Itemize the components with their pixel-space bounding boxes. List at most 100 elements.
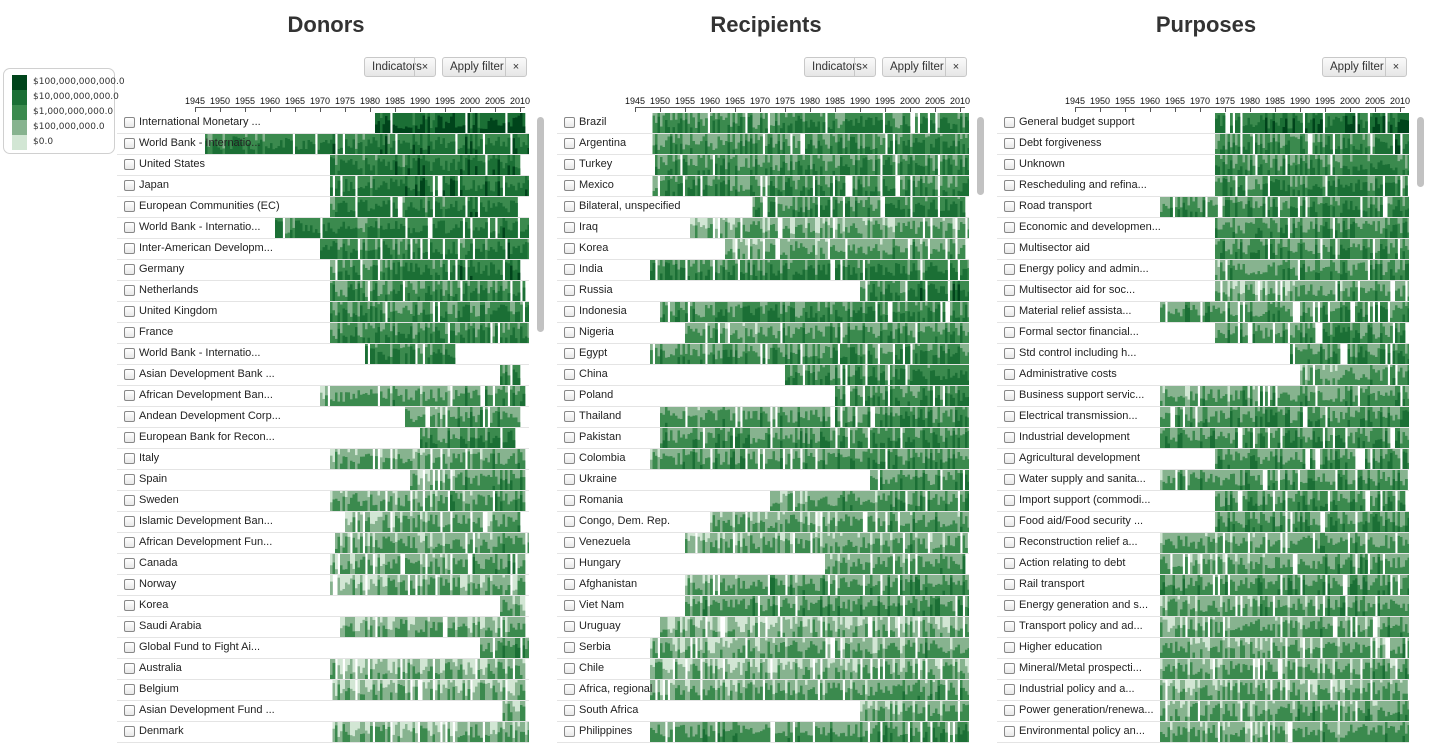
cell-bar: [920, 165, 923, 175]
row-checkbox[interactable]: [124, 201, 135, 212]
list-item[interactable]: World Bank - Internatio...: [117, 134, 529, 155]
indicators-button[interactable]: Indicators ×: [804, 57, 876, 77]
list-item[interactable]: International Monetary ...: [117, 113, 529, 134]
row-checkbox[interactable]: [124, 264, 135, 275]
cell-bar: [352, 494, 356, 511]
row-checkbox[interactable]: [124, 159, 135, 170]
row-checkbox[interactable]: [124, 726, 135, 737]
row-checkbox[interactable]: [124, 348, 135, 359]
indicators-button[interactable]: Indicators ×: [364, 57, 436, 77]
row-checkbox[interactable]: [124, 138, 135, 149]
apply-filter-button[interactable]: Apply filter ×: [442, 57, 527, 77]
row-checkbox[interactable]: [124, 222, 135, 233]
cell-bar: [497, 202, 501, 217]
row-checkbox[interactable]: [124, 117, 135, 128]
scrollbar[interactable]: [537, 117, 544, 747]
row-checkbox[interactable]: [564, 117, 575, 128]
cell-bar: [345, 139, 348, 154]
list-item[interactable]: Denmark: [117, 722, 529, 743]
list-item[interactable]: Spain: [117, 470, 529, 491]
list-item[interactable]: Global Fund to Fight Ai...: [117, 638, 529, 659]
cell-bg: [447, 554, 451, 574]
row-checkbox[interactable]: [564, 222, 575, 233]
row-checkbox[interactable]: [124, 453, 135, 464]
close-icon[interactable]: ×: [945, 58, 966, 76]
row-checkbox[interactable]: [124, 411, 135, 422]
row-checkbox[interactable]: [124, 537, 135, 548]
list-item[interactable]: Netherlands: [117, 281, 529, 302]
list-item[interactable]: Norway: [117, 575, 529, 596]
list-item[interactable]: Sweden: [117, 491, 529, 512]
cell-bar: [390, 629, 393, 637]
list-item[interactable]: European Bank for Recon...: [117, 428, 529, 449]
cell-bg: [470, 281, 473, 301]
cell-bar: [400, 284, 403, 301]
list-item[interactable]: France: [117, 323, 529, 344]
list-item[interactable]: Iraq: [557, 218, 969, 239]
row-checkbox[interactable]: [124, 516, 135, 527]
cell-bg: [447, 344, 451, 364]
cell-bar: [370, 726, 373, 742]
row-checkbox[interactable]: [564, 159, 575, 170]
list-item[interactable]: Argentina: [557, 134, 969, 155]
row-checkbox[interactable]: [124, 705, 135, 716]
list-item[interactable]: African Development Ban...: [117, 386, 529, 407]
list-item[interactable]: Andean Development Corp...: [117, 407, 529, 428]
list-item[interactable]: Korea: [117, 596, 529, 617]
apply-filter-button[interactable]: Apply filter ×: [882, 57, 967, 77]
row-checkbox[interactable]: [124, 558, 135, 569]
row-checkbox[interactable]: [124, 600, 135, 611]
row-checkbox[interactable]: [124, 495, 135, 506]
row-checkbox[interactable]: [124, 621, 135, 632]
row-checkbox[interactable]: [124, 327, 135, 338]
cell-bar: [507, 165, 511, 175]
list-item[interactable]: Turkey: [557, 155, 969, 176]
list-item[interactable]: Bilateral, unspecified: [557, 197, 969, 218]
row-checkbox[interactable]: [124, 390, 135, 401]
row-checkbox[interactable]: [124, 663, 135, 674]
cell-bar: [370, 306, 373, 322]
list-item[interactable]: Canada: [117, 554, 529, 575]
row-checkbox[interactable]: [124, 243, 135, 254]
list-item[interactable]: Australia: [117, 659, 529, 680]
list-item[interactable]: United Kingdom: [117, 302, 529, 323]
row-checkbox[interactable]: [124, 432, 135, 443]
list-item[interactable]: African Development Fun...: [117, 533, 529, 554]
row-checkbox[interactable]: [124, 285, 135, 296]
close-icon[interactable]: ×: [854, 58, 875, 76]
list-item[interactable]: Saudi Arabia: [117, 617, 529, 638]
list-item[interactable]: Asian Development Bank ...: [117, 365, 529, 386]
cell-bar: [497, 136, 501, 154]
list-item[interactable]: Brazil: [557, 113, 969, 134]
list-item[interactable]: European Communities (EC): [117, 197, 529, 218]
row-checkbox[interactable]: [124, 180, 135, 191]
list-item[interactable]: Mexico: [557, 176, 969, 197]
list-item[interactable]: Belgium: [117, 680, 529, 701]
cell-bar: [687, 145, 691, 154]
list-item[interactable]: Germany: [117, 260, 529, 281]
cell-bar: [470, 211, 473, 217]
row-checkbox[interactable]: [124, 369, 135, 380]
list-item[interactable]: Italy: [117, 449, 529, 470]
row-checkbox[interactable]: [124, 579, 135, 590]
list-item[interactable]: United States: [117, 155, 529, 176]
list-item[interactable]: Asian Development Fund ...: [117, 701, 529, 722]
list-item[interactable]: Islamic Development Ban...: [117, 512, 529, 533]
axis-tick: [685, 107, 686, 112]
cell-bar: [355, 547, 358, 553]
list-item[interactable]: Inter-American Developm...: [117, 239, 529, 260]
row-checkbox[interactable]: [124, 306, 135, 317]
list-item[interactable]: World Bank - Internatio...: [117, 344, 529, 365]
list-item[interactable]: Japan: [117, 176, 529, 197]
close-icon[interactable]: ×: [505, 58, 526, 76]
list-item[interactable]: World Bank - Internatio...: [117, 218, 529, 239]
row-checkbox[interactable]: [564, 138, 575, 149]
row-checkbox[interactable]: [564, 180, 575, 191]
close-icon[interactable]: ×: [414, 58, 435, 76]
row-checkbox[interactable]: [564, 201, 575, 212]
row-checkbox[interactable]: [124, 642, 135, 653]
scroll-thumb[interactable]: [537, 117, 544, 332]
row-checkbox[interactable]: [124, 474, 135, 485]
cell-bg: [502, 428, 506, 448]
row-checkbox[interactable]: [124, 684, 135, 695]
